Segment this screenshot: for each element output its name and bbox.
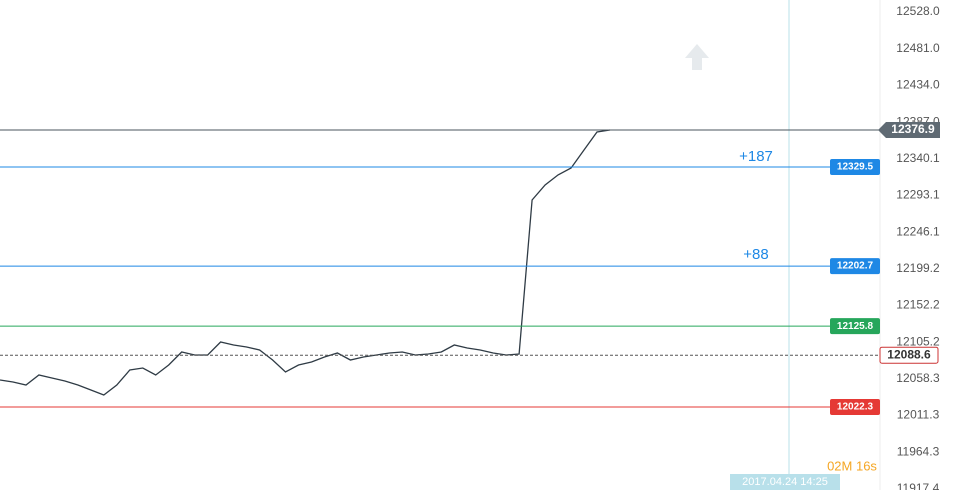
level-label: 12202.7 (837, 261, 874, 272)
y-tick-label: 11964.3 (897, 444, 940, 458)
level-label: 12088.6 (887, 347, 931, 361)
level-label: 12329.5 (837, 162, 874, 173)
time-box (730, 474, 840, 490)
y-tick-label: 12528.0 (896, 4, 940, 18)
countdown: 02M 16s (827, 458, 877, 473)
y-tick-label: 12434.0 (896, 78, 940, 92)
y-tick-label: 12058.3 (896, 371, 940, 385)
y-tick-label: 12293.1 (896, 188, 940, 202)
y-tick-label: 12199.2 (896, 261, 940, 275)
level-label: 12022.3 (837, 402, 874, 413)
annotation: +187 (739, 148, 773, 165)
level-box (830, 398, 880, 415)
arrow-icon (685, 44, 709, 70)
level-box (830, 159, 880, 176)
y-tick-label: 12481.0 (896, 41, 940, 55)
y-tick-label: 12340.1 (896, 151, 940, 165)
level-box (879, 346, 939, 364)
y-tick-label: 12011.3 (897, 408, 940, 422)
level-box (830, 318, 880, 335)
price-line (0, 129, 611, 396)
time-label: 2017.04.24 14:25 (742, 476, 828, 488)
level-box (830, 258, 880, 275)
y-tick-label: 12105.2 (896, 334, 940, 348)
current-price-box (878, 122, 940, 139)
level-label: 12125.8 (837, 321, 874, 332)
y-tick-label: 11917.4 (897, 481, 940, 490)
current-price-label: 12376.9 (891, 122, 935, 136)
y-tick-label: 12152.2 (896, 298, 940, 312)
annotation: +88 (743, 246, 768, 263)
y-tick-label: 12246.1 (896, 224, 940, 238)
